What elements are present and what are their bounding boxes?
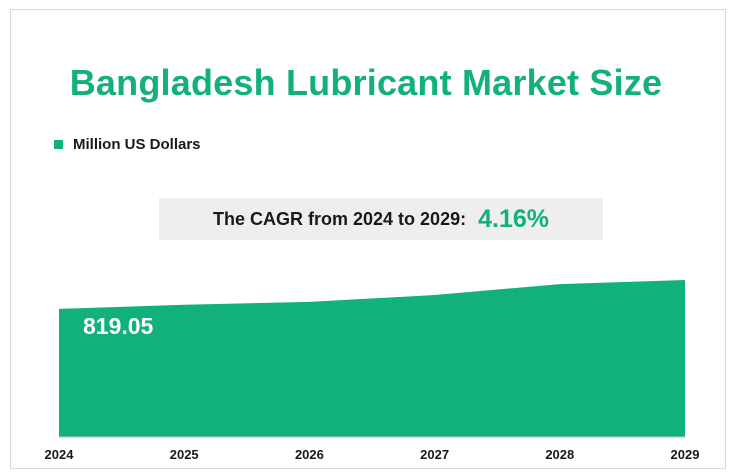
series-area <box>59 280 685 437</box>
legend-label: Million US Dollars <box>73 136 201 153</box>
data-label: 819.05 <box>83 313 154 339</box>
x-tick-label: 2025 <box>170 447 199 462</box>
legend: Million US Dollars <box>54 136 201 153</box>
x-tick-label: 2028 <box>545 447 574 462</box>
legend-swatch <box>54 140 63 149</box>
cagr-label: The CAGR from 2024 to 2029 <box>213 208 461 229</box>
x-tick-label: 2029 <box>671 447 700 462</box>
cagr-separator: : <box>460 208 467 229</box>
x-tick-label: 2027 <box>420 447 449 462</box>
x-tick-label: 2024 <box>45 447 75 462</box>
chart-title: Bangladesh Lubricant Market Size <box>69 62 663 103</box>
cagr-value: 4.16% <box>478 204 549 233</box>
x-tick-label: 2026 <box>295 447 324 462</box>
cagr-box: The CAGR from 2024 to 2029 : 4.16% <box>159 198 603 240</box>
